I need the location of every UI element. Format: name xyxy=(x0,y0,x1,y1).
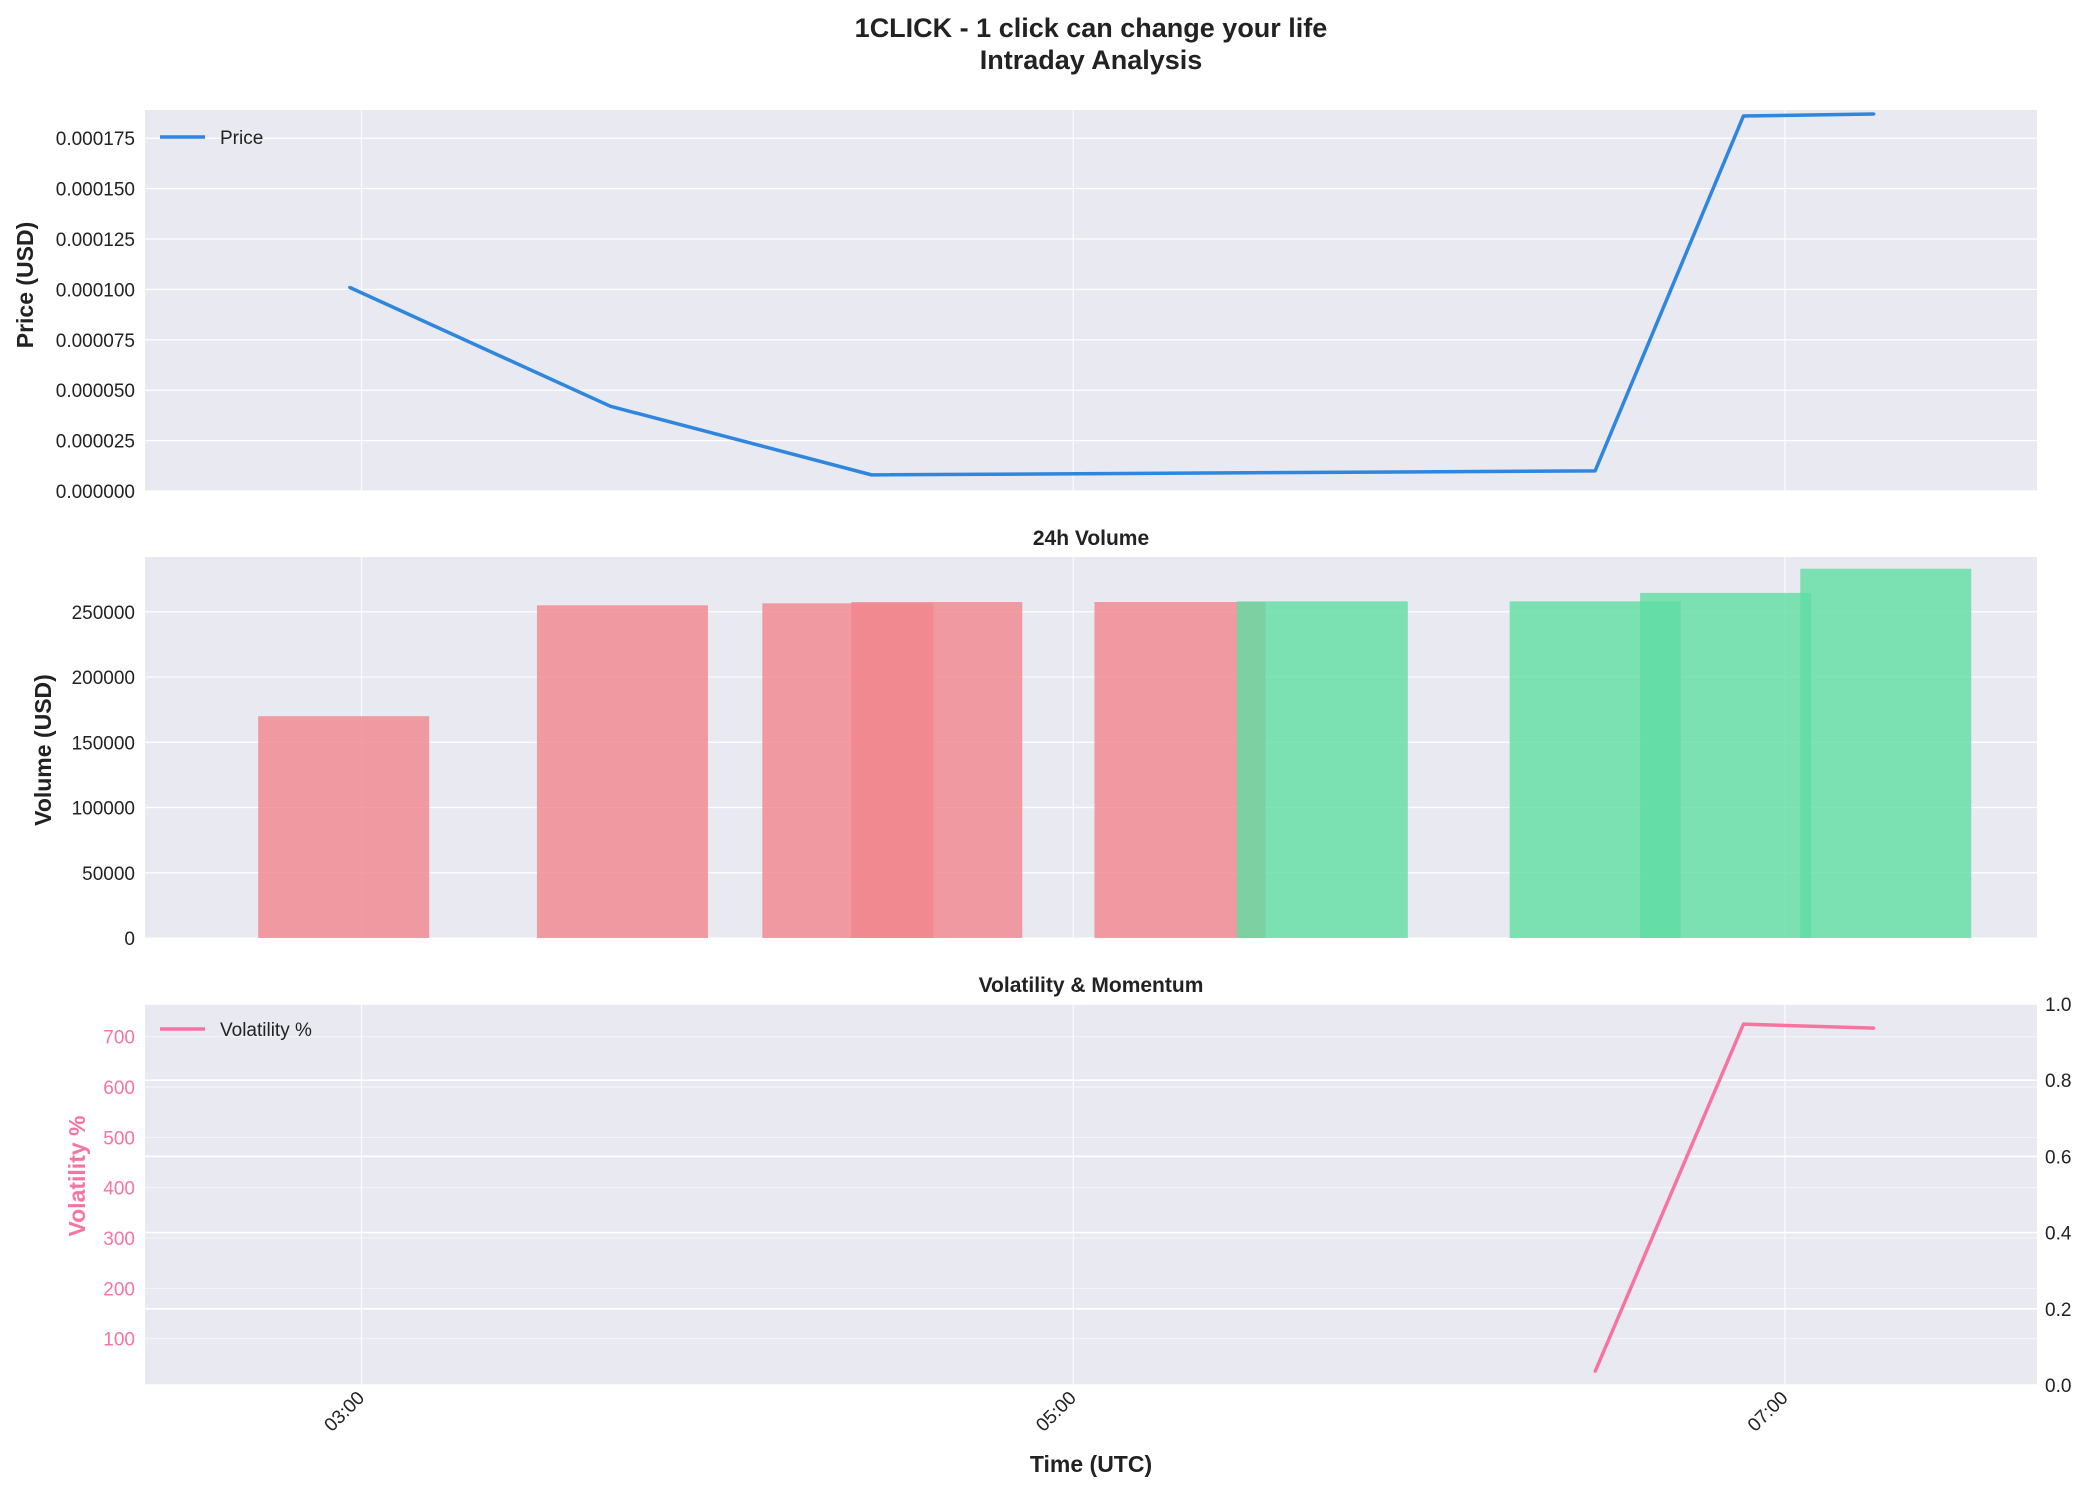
x-tick-label: 03:00 xyxy=(321,1388,369,1436)
volume-panel: 0 50000 100000 150000 200000 250000 xyxy=(72,557,2037,950)
price-point xyxy=(348,285,352,289)
secondary-y-tick-label: 0.2 xyxy=(2045,1300,2071,1321)
volume-bar xyxy=(851,602,1023,938)
volume-bar xyxy=(258,716,430,938)
price-y-tick-label: 0.000100 xyxy=(56,280,135,301)
volatility-point xyxy=(1593,1369,1597,1373)
volume-bar xyxy=(1236,601,1408,938)
volatility-y-tick-label: 100 xyxy=(103,1330,135,1351)
plot-background xyxy=(145,1004,2037,1385)
price-line xyxy=(348,112,1874,477)
price-point xyxy=(1741,114,1745,118)
price-y-tick-label: 0.000175 xyxy=(56,129,135,150)
price-y-tick-label: 0.000000 xyxy=(56,482,135,503)
price-panel: 0.000000 0.000025 0.000050 0.000075 0.000100… xyxy=(56,110,2037,503)
volatility-panel: 100 200 300 400 500 600 700 0.0 0.2 0.4 0.6 0.8 1.0 V… xyxy=(103,995,2072,1436)
legend-price-label: Price xyxy=(220,128,263,149)
x-tick-label: 05:00 xyxy=(1032,1388,1080,1436)
secondary-y-tick-label: 1.0 xyxy=(2045,995,2071,1016)
volume-y-axis-label: Volume (USD) xyxy=(30,674,56,826)
volume-y-tick-label: 50000 xyxy=(82,864,135,885)
price-y-tick-label: 0.000025 xyxy=(56,432,135,453)
volatility-y-tick-label: 300 xyxy=(103,1229,135,1250)
price-point xyxy=(1872,112,1876,116)
volume-panel-title: 24h Volume xyxy=(1033,527,1149,550)
price-y-axis-label: Price (USD) xyxy=(12,222,38,349)
plot-background xyxy=(145,110,2037,491)
chart-title-line2: Intraday Analysis xyxy=(980,45,1203,75)
volume-y-tick-label: 150000 xyxy=(72,733,135,754)
volume-y-tick-label: 250000 xyxy=(72,603,135,624)
price-point xyxy=(870,473,874,477)
volatility-y-tick-label: 200 xyxy=(103,1279,135,1300)
secondary-y-tick-label: 0.6 xyxy=(2045,1147,2071,1168)
x-axis-label: Time (UTC) xyxy=(1030,1451,1152,1477)
price-y-tick-label: 0.000125 xyxy=(56,230,135,251)
secondary-y-tick-label: 0.4 xyxy=(2045,1224,2072,1245)
legend-volatility-label: Volatility % xyxy=(220,1020,312,1041)
price-point xyxy=(609,404,613,408)
volume-bar xyxy=(1800,568,1972,938)
price-y-tick-label: 0.000050 xyxy=(56,381,135,402)
volatility-y-tick-label: 500 xyxy=(103,1128,135,1149)
secondary-y-tick-label: 0.0 xyxy=(2045,1376,2071,1397)
volatility-y-tick-label: 400 xyxy=(103,1179,135,1200)
price-point xyxy=(1593,469,1597,473)
volume-bar xyxy=(1640,592,1812,938)
volatility-y-tick-label: 700 xyxy=(103,1028,135,1049)
volume-y-tick-label: 100000 xyxy=(72,799,135,820)
secondary-y-tick-label: 0.8 xyxy=(2045,1071,2071,1092)
volatility-y-axis-label: Volatility % xyxy=(64,1116,90,1237)
volume-y-tick-label: 0 xyxy=(124,929,135,950)
volume-y-tick-label: 200000 xyxy=(72,668,135,689)
volatility-panel-title: Volatility & Momentum xyxy=(979,974,1204,997)
volatility-y-tick-label: 600 xyxy=(103,1078,135,1099)
chart-title-line1: 1CLICK - 1 click can change your life xyxy=(855,13,1328,43)
volatility-point xyxy=(1741,1022,1745,1026)
volume-bar xyxy=(536,605,708,938)
x-tick-label: 07:00 xyxy=(1744,1388,1792,1436)
price-y-tick-label: 0.000150 xyxy=(56,180,135,201)
price-y-tick-label: 0.000075 xyxy=(56,331,135,352)
volatility-point xyxy=(1872,1026,1876,1030)
